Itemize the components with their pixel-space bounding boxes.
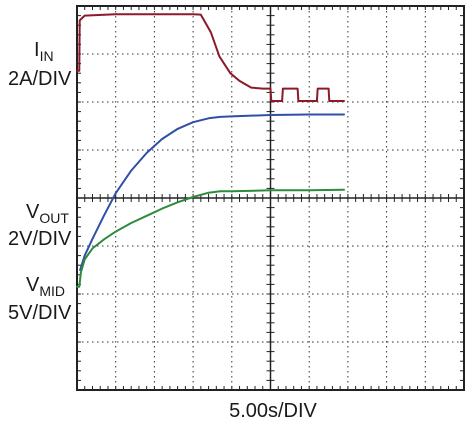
vout-scale-label: 2V/DIV [8,228,72,250]
trace-vmid [76,188,345,288]
grid [76,5,465,391]
x-axis-label: 5.00s/DIV [229,400,317,422]
iin-label: IIN [34,39,54,64]
vmid-label: VMID [26,274,65,299]
vmid-scale-label: 5V/DIV [8,302,72,324]
trace-vout [79,113,345,271]
traces [76,13,345,288]
trace-iin [76,13,345,102]
iin-scale-label: 2A/DIV [8,68,72,90]
vout-label: VOUT [26,201,69,226]
